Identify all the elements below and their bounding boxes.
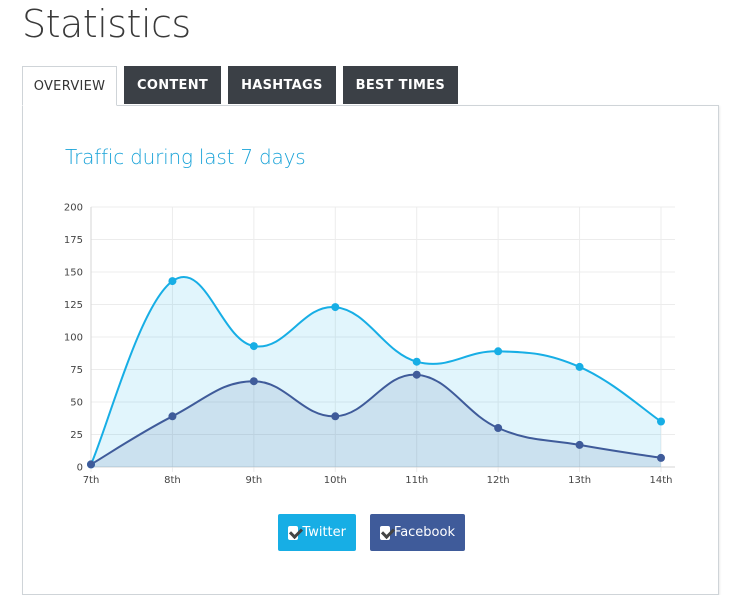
chart-legend: Twitter Facebook (278, 514, 465, 551)
data-point-twitter (331, 303, 340, 312)
x-tick-label: 7th (83, 475, 100, 486)
x-tick-label: 10th (324, 475, 347, 486)
overview-panel (22, 105, 719, 595)
data-point-facebook (494, 424, 503, 432)
x-tick-label: 8th (164, 475, 181, 486)
data-point-facebook (331, 412, 340, 421)
tab-hashtags[interactable]: HASHTAGS (228, 66, 336, 104)
data-point-facebook (412, 370, 421, 379)
y-tick-label: 50 (70, 398, 83, 409)
y-tick-label: 25 (70, 430, 83, 441)
data-point-twitter (494, 347, 503, 356)
data-point-facebook (87, 460, 95, 469)
y-tick-label: 150 (64, 268, 83, 279)
tab-best-times[interactable]: BEST TIMES (342, 66, 459, 104)
y-tick-label: 200 (64, 203, 83, 214)
series-line-facebook (90, 373, 662, 466)
data-point-facebook (249, 377, 258, 386)
check-icon (288, 525, 299, 540)
data-point-twitter (249, 342, 258, 351)
legend-label-twitter: Twitter (302, 525, 346, 540)
page-title: Statistics (22, 2, 191, 46)
x-tick-label: 9th (246, 475, 263, 486)
x-tick-label: 12th (487, 475, 510, 486)
y-tick-label: 75 (70, 365, 83, 376)
tab-bar: OVERVIEW CONTENT HASHTAGS BEST TIMES (22, 66, 459, 106)
series-area-twitter (91, 276, 661, 467)
x-tick-label: 11th (405, 475, 428, 486)
data-point-twitter (575, 362, 584, 371)
y-tick-label: 0 (77, 463, 83, 474)
data-point-twitter (657, 417, 665, 426)
series-area-facebook (91, 374, 661, 467)
x-tick-label: 14th (650, 475, 673, 486)
data-point-twitter (412, 357, 421, 366)
legend-toggle-facebook[interactable]: Facebook (370, 514, 465, 551)
tab-content[interactable]: CONTENT (124, 66, 222, 104)
data-point-facebook (168, 412, 177, 421)
chart-title: Traffic during last 7 days (65, 145, 306, 169)
x-tick-label: 13th (568, 475, 591, 486)
y-tick-label: 175 (64, 235, 83, 246)
legend-label-facebook: Facebook (393, 525, 455, 540)
y-tick-label: 125 (64, 300, 83, 311)
y-tick-label: 100 (64, 333, 83, 344)
data-point-facebook (575, 440, 584, 449)
legend-toggle-twitter[interactable]: Twitter (278, 514, 356, 551)
tab-overview[interactable]: OVERVIEW (22, 66, 117, 106)
data-point-twitter (168, 277, 177, 286)
check-icon (380, 525, 390, 540)
data-point-facebook (657, 453, 665, 462)
